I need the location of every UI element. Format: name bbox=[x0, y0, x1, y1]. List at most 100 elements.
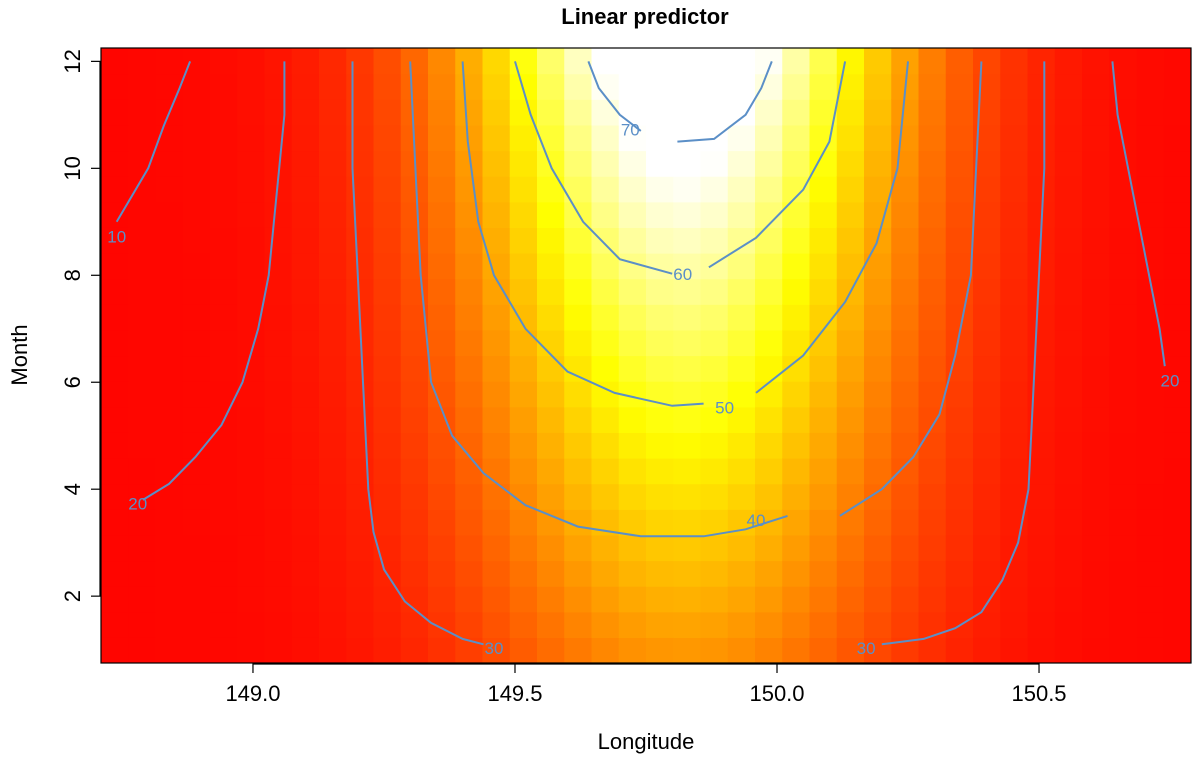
heatmap-cell bbox=[864, 534, 892, 562]
heatmap-cell bbox=[836, 458, 865, 485]
heatmap-cell bbox=[945, 48, 974, 75]
heatmap-cell bbox=[1082, 227, 1110, 254]
heatmap-cell bbox=[1136, 586, 1165, 613]
heatmap-cell bbox=[428, 534, 456, 562]
heatmap-cell bbox=[591, 458, 620, 485]
heatmap-cell bbox=[1054, 73, 1083, 100]
heatmap-cell bbox=[700, 150, 729, 177]
heatmap-cell bbox=[727, 406, 756, 433]
heatmap-cell bbox=[1082, 176, 1110, 203]
heatmap-cell bbox=[864, 406, 892, 433]
heatmap-cell bbox=[591, 432, 620, 459]
heatmap-cell bbox=[1136, 355, 1165, 382]
heatmap-cell bbox=[755, 406, 783, 433]
heatmap-cell bbox=[101, 611, 129, 638]
heatmap-cell bbox=[101, 509, 129, 536]
heatmap-cell bbox=[673, 99, 702, 126]
heatmap-cell bbox=[782, 458, 811, 485]
heatmap-cell bbox=[918, 253, 947, 280]
heatmap-cell bbox=[291, 124, 320, 152]
heatmap-cell bbox=[455, 48, 484, 75]
heatmap-cell bbox=[482, 509, 511, 536]
heatmap-cell bbox=[373, 227, 402, 254]
heatmap-cell bbox=[618, 329, 647, 357]
heatmap-cell bbox=[237, 150, 266, 177]
heatmap-cell bbox=[755, 611, 783, 638]
heatmap-cell bbox=[1054, 381, 1083, 408]
heatmap-cell bbox=[918, 304, 947, 331]
heatmap-cell bbox=[782, 253, 811, 280]
heatmap-cell bbox=[128, 432, 157, 459]
heatmap-cell bbox=[755, 176, 783, 203]
heatmap-cell bbox=[346, 381, 375, 408]
heatmap-cell bbox=[755, 150, 783, 177]
heatmap-cell bbox=[918, 176, 947, 203]
heatmap-cell bbox=[864, 124, 892, 152]
heatmap-cell bbox=[564, 611, 593, 638]
heatmap-cell bbox=[918, 355, 947, 382]
heatmap-cell bbox=[836, 124, 865, 152]
heatmap-cell bbox=[537, 124, 565, 152]
heatmap-cell bbox=[537, 304, 565, 331]
heatmap-cell bbox=[836, 201, 865, 228]
heatmap-cell bbox=[1082, 509, 1110, 536]
heatmap-cell bbox=[264, 381, 293, 408]
x-tick-label: 150.5 bbox=[1011, 681, 1066, 706]
heatmap-cell bbox=[945, 227, 974, 254]
heatmap-cell bbox=[973, 99, 1001, 126]
heatmap-cell bbox=[646, 124, 674, 152]
heatmap-cell bbox=[237, 560, 266, 587]
heatmap-cell bbox=[591, 329, 620, 357]
heatmap-cell bbox=[973, 48, 1001, 75]
heatmap-cell bbox=[564, 99, 593, 126]
heatmap-cell bbox=[945, 406, 974, 433]
heatmap-cell bbox=[237, 432, 266, 459]
heatmap-cell bbox=[509, 278, 538, 305]
heatmap-cell bbox=[618, 637, 647, 663]
heatmap-cell bbox=[727, 48, 756, 75]
heatmap-cell bbox=[700, 458, 729, 485]
heatmap-cell bbox=[101, 201, 129, 228]
heatmap-cell bbox=[591, 278, 620, 305]
heatmap-cell bbox=[373, 253, 402, 280]
heatmap-cell bbox=[1027, 355, 1056, 382]
heatmap-cell bbox=[1082, 124, 1110, 152]
heatmap-cell bbox=[264, 355, 293, 382]
y-tick-label: 8 bbox=[60, 269, 85, 281]
heatmap-cell bbox=[101, 176, 129, 203]
heatmap-cell bbox=[618, 227, 647, 254]
heatmap-cell bbox=[700, 99, 729, 126]
y-axis-label: Month bbox=[7, 324, 32, 385]
heatmap-cell bbox=[264, 534, 293, 562]
heatmap-cell bbox=[182, 73, 211, 100]
heatmap-cell bbox=[373, 304, 402, 331]
heatmap-cell bbox=[537, 381, 565, 408]
heatmap-cell bbox=[128, 150, 157, 177]
heatmap-cell bbox=[319, 509, 347, 536]
heatmap-cell bbox=[673, 176, 702, 203]
heatmap-cell bbox=[319, 48, 347, 75]
heatmap-cell bbox=[700, 278, 729, 305]
heatmap-cell bbox=[591, 355, 620, 382]
heatmap-cell bbox=[182, 278, 211, 305]
heatmap-cell bbox=[400, 73, 429, 100]
heatmap-cell bbox=[482, 483, 511, 510]
heatmap-cell bbox=[264, 458, 293, 485]
heatmap-cell bbox=[1136, 99, 1165, 126]
heatmap-cell bbox=[210, 227, 238, 254]
heatmap-cell bbox=[210, 560, 238, 587]
heatmap-cell bbox=[809, 227, 838, 254]
heatmap-cell bbox=[509, 227, 538, 254]
heatmap-cell bbox=[918, 201, 947, 228]
heatmap-cell bbox=[891, 534, 920, 562]
heatmap-cell bbox=[1027, 637, 1056, 663]
heatmap-cell bbox=[918, 586, 947, 613]
heatmap-cell bbox=[673, 381, 702, 408]
heatmap-cell bbox=[428, 560, 456, 587]
heatmap-cell bbox=[1082, 586, 1110, 613]
heatmap-cell bbox=[210, 355, 238, 382]
heatmap-cell bbox=[455, 73, 484, 100]
heatmap-cell bbox=[482, 73, 511, 100]
heatmap-cell bbox=[918, 509, 947, 536]
heatmap-cell bbox=[509, 406, 538, 433]
